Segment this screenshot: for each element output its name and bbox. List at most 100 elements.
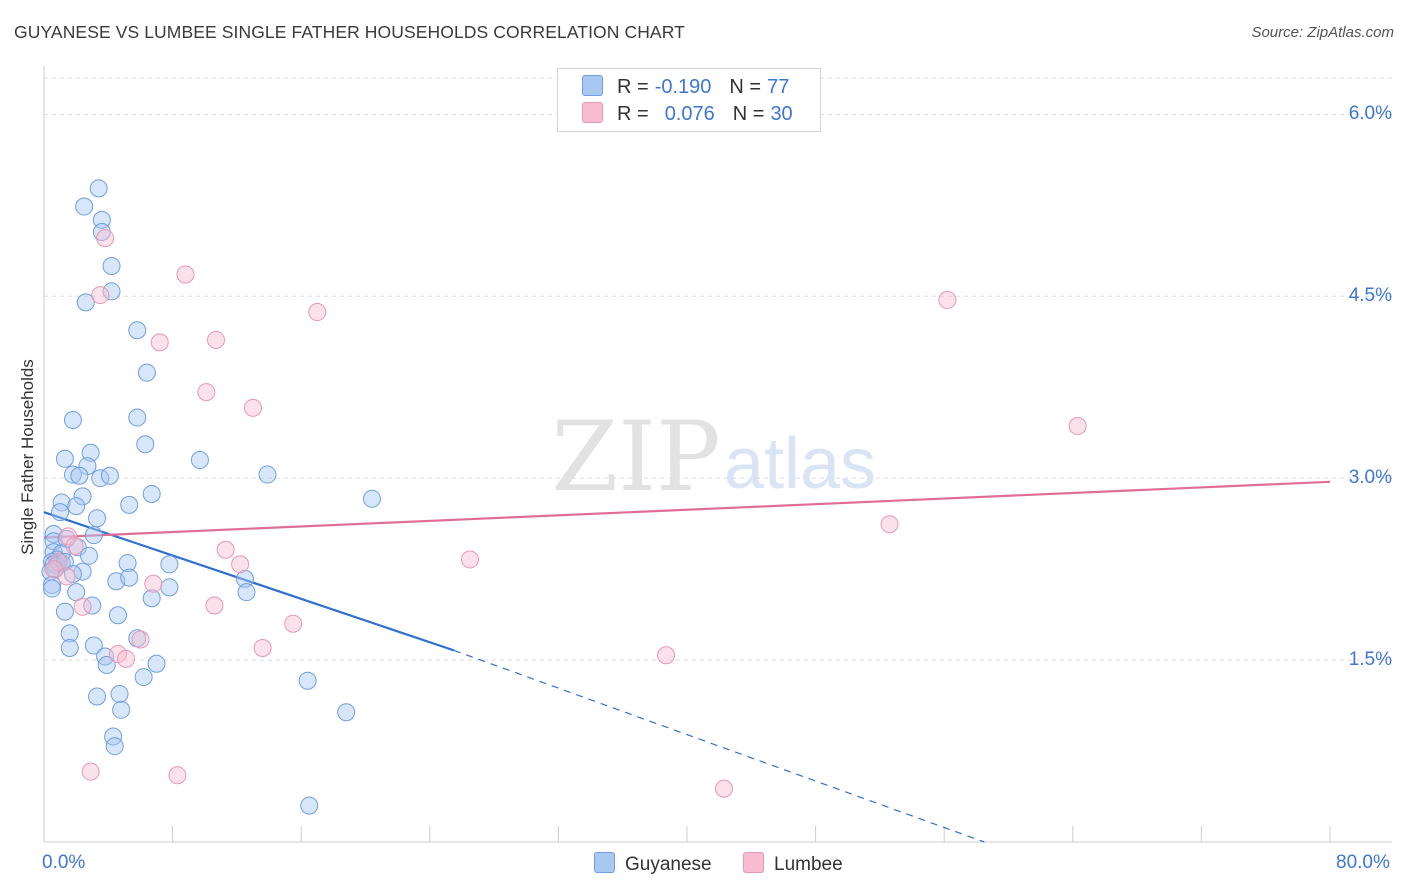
guyanese-point: [102, 256, 121, 275]
lumbee-point: [231, 555, 250, 574]
guyanese-point: [67, 497, 86, 516]
lumbee-point: [81, 762, 100, 781]
lumbee-point: [116, 649, 135, 668]
watermark: ZIP atlas: [551, 401, 876, 513]
guyanese-point: [55, 449, 74, 468]
y-tick-label: 4.5%: [1348, 285, 1392, 307]
lumbee-point: [131, 630, 150, 649]
guyanese-point: [237, 583, 256, 602]
guyanese-point: [136, 435, 155, 454]
lumbee-point: [65, 537, 84, 556]
guyanese-swatch: [582, 75, 603, 96]
lumbee-point: [1068, 417, 1087, 436]
guyanese-point: [118, 554, 137, 573]
lumbee-point: [284, 614, 303, 633]
watermark-atlas: atlas: [724, 424, 876, 504]
guyanese-point: [73, 487, 92, 506]
guyanese-point: [97, 655, 116, 674]
lumbee-point: [207, 330, 226, 349]
guyanese-point: [60, 638, 79, 657]
guyanese-point: [142, 589, 161, 608]
legend-r-value-guyanese: -0.190: [654, 76, 712, 98]
guyanese-point: [362, 489, 381, 508]
guyanese-point: [51, 503, 70, 522]
guyanese-point: [105, 737, 124, 756]
y-axis-label: Single Father Households: [18, 359, 37, 555]
lumbee-point: [91, 286, 110, 305]
trend-lines: [43, 480, 1331, 843]
guyanese-point: [235, 569, 254, 588]
lumbee-legend-label: Lumbee: [774, 854, 843, 875]
guyanese-point: [160, 555, 179, 574]
guyanese-point: [70, 466, 89, 485]
bottom-legend-lumbee[interactable]: Lumbee: [743, 852, 843, 876]
legend-row-lumbee: R = 0.076 N = 30: [582, 102, 793, 126]
guyanese-point: [102, 282, 121, 301]
x-tick-label-min: 0.0%: [42, 852, 86, 873]
guyanese-point: [84, 526, 103, 545]
correlation-legend: R = -0.190 N = 77 R = 0.076 N = 30: [557, 68, 821, 132]
lumbee-swatch: [582, 102, 603, 123]
guyanese-point: [60, 624, 79, 643]
lumbee-point: [657, 646, 676, 665]
guyanese-point: [84, 636, 103, 655]
legend-r-label: R =: [617, 76, 649, 98]
legend-n-label: N =: [732, 103, 765, 125]
guyanese-point: [63, 410, 82, 429]
guyanese-point: [110, 685, 129, 704]
lumbee-point: [880, 515, 899, 534]
legend-n-label: N =: [729, 76, 762, 98]
bottom-legend-guyanese[interactable]: Guyanese: [594, 852, 712, 876]
guyanese-point: [76, 293, 95, 312]
chart-title: GUYANESE VS LUMBEE SINGLE FATHER HOUSEHO…: [14, 22, 685, 42]
guyanese-point: [88, 687, 107, 706]
lumbee-point: [197, 383, 216, 402]
guyanese-legend-swatch: [594, 852, 615, 873]
lumbee-point: [243, 398, 262, 417]
guyanese-point: [134, 668, 153, 687]
guyanese-point: [83, 596, 102, 615]
x-tick-label-max: 80.0%: [1336, 852, 1390, 873]
data-points: [41, 179, 1087, 815]
guyanese-point: [120, 495, 139, 514]
watermark-zip: ZIP: [551, 401, 720, 513]
legend-r-label: R =: [617, 103, 649, 125]
guyanese-point: [120, 568, 139, 587]
y-tick-label: 1.5%: [1348, 649, 1392, 671]
lumbee-point: [59, 527, 78, 546]
guyanese-point: [81, 443, 100, 462]
guyanese-point: [88, 509, 107, 528]
guyanese-point: [298, 671, 317, 690]
legend-n-value-guyanese: 77: [767, 76, 790, 98]
lumbee-point: [714, 779, 733, 798]
guyanese-point: [108, 606, 127, 625]
legend-r-value-lumbee: 0.076: [664, 103, 715, 125]
guyanese-point: [63, 465, 82, 484]
lumbee-point: [73, 597, 92, 616]
guyanese-trend-extension: [453, 649, 985, 843]
lumbee-point: [144, 574, 163, 593]
lumbee-point: [176, 265, 195, 284]
lumbee-point: [216, 540, 235, 559]
guyanese-point: [80, 546, 99, 565]
guyanese-point: [55, 602, 74, 621]
guyanese-point: [100, 466, 119, 485]
y-tick-label: 6.0%: [1348, 103, 1392, 125]
axes: [43, 66, 1392, 843]
guyanese-point: [147, 654, 166, 673]
guyanese-point: [258, 465, 277, 484]
guyanese-point: [337, 703, 356, 722]
legend-row-guyanese: R = -0.190 N = 77: [582, 75, 789, 99]
guyanese-point: [128, 321, 147, 340]
lumbee-point: [150, 333, 169, 352]
guyanese-point: [43, 579, 62, 598]
source-credit: Source: ZipAtlas.com: [1251, 24, 1394, 41]
guyanese-point: [137, 363, 156, 382]
guyanese-point: [75, 197, 94, 216]
guyanese-point: [142, 484, 161, 503]
lumbee-legend-swatch: [743, 852, 764, 873]
lumbee-point: [938, 290, 957, 309]
lumbee-point: [96, 229, 115, 248]
lumbee-point: [460, 550, 479, 569]
